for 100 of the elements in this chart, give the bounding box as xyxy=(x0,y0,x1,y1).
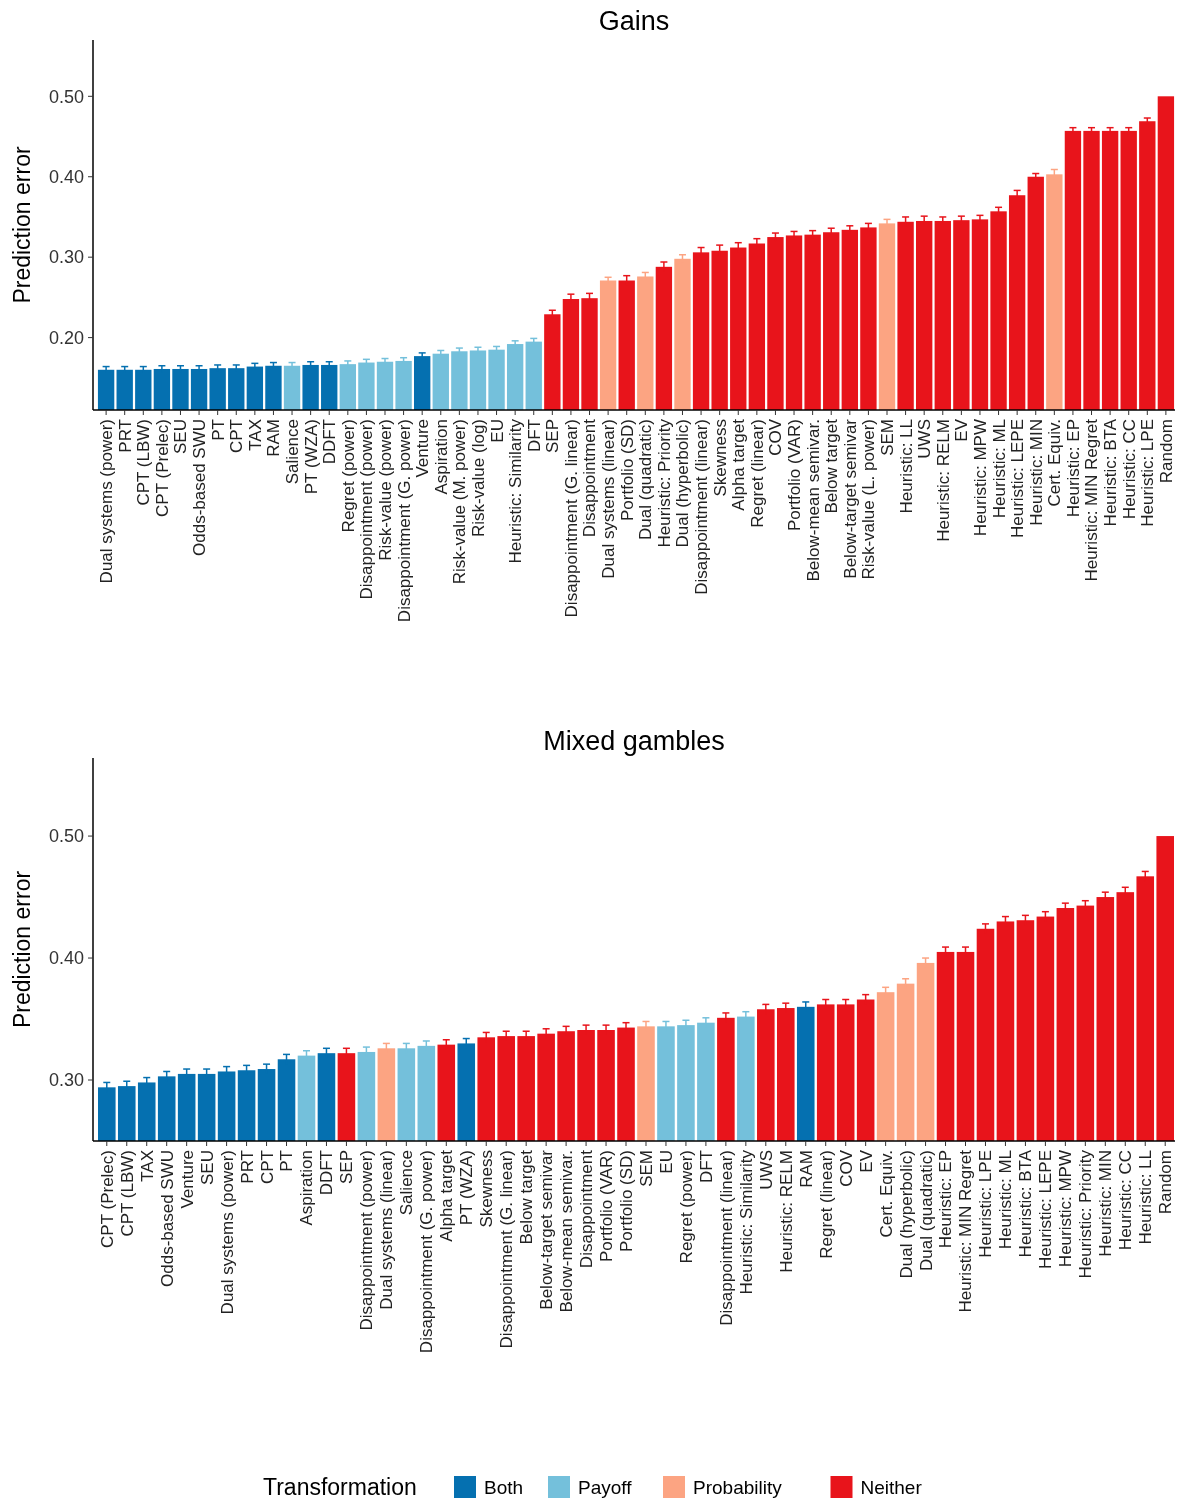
x-tick-label: PT xyxy=(277,1150,297,1172)
x-tick-label: DDFT xyxy=(320,419,340,465)
x-tick-label: Heuristic: MIN xyxy=(1026,419,1046,526)
x-tick-label: SEP xyxy=(543,419,563,454)
x-tick-label: CPT xyxy=(227,419,247,453)
y-tick-label: 0.40 xyxy=(48,948,84,969)
x-tick-label: PRT xyxy=(115,419,135,453)
x-tick-label: Heuristic: MIN xyxy=(1096,1150,1116,1257)
x-tick-label: Disappointment (linear) xyxy=(692,419,712,595)
x-tick-label: Disappointment (power) xyxy=(357,419,377,600)
x-tick-label: Heuristic: RELM xyxy=(776,1150,796,1273)
x-tick-label: Dual (hyperbolic) xyxy=(896,1150,916,1279)
x-tick-label: CPT (LBW) xyxy=(134,419,154,506)
y-axis-title: Prediction error xyxy=(9,870,35,1029)
x-tick-label: Heuristic: LPE xyxy=(1138,419,1158,527)
x-tick-label: Disappointment xyxy=(577,1149,597,1269)
chart-title: Gains xyxy=(598,6,670,36)
x-tick-label: Heuristic: ML xyxy=(996,1150,1016,1250)
x-tick-label: Dual systems (linear) xyxy=(599,419,619,579)
legend-title: Transformation xyxy=(263,1474,417,1499)
x-tick-label: Alpha target xyxy=(729,418,749,511)
x-tick-label: UWS xyxy=(756,1150,776,1190)
x-tick-label: Disappointment (G. linear) xyxy=(497,1150,517,1349)
x-tick-label: Below-mean semivar. xyxy=(557,1150,577,1313)
x-tick-label: Venture xyxy=(177,1150,197,1209)
x-tick-label: CPT xyxy=(257,1150,277,1184)
x-tick-label: SEP xyxy=(337,1150,357,1185)
x-tick-label: Regret (linear) xyxy=(816,1150,836,1259)
x-tick-label: Heuristic: MIN Regret xyxy=(1082,418,1102,582)
x-tick-label: Heuristic: LL xyxy=(1136,1150,1156,1245)
x-tick-label: Below-mean semivar. xyxy=(803,419,823,582)
y-tick-label: 0.50 xyxy=(48,86,84,107)
x-tick-label: Heuristic: MPW xyxy=(1056,1150,1076,1268)
x-tick-label: Heuristic: LEPE xyxy=(1036,1150,1056,1270)
x-tick-label: Odds-based SWU xyxy=(157,1150,177,1287)
y-axis-title: Prediction error xyxy=(9,146,35,304)
x-tick-label: Skewness xyxy=(710,419,730,497)
legend-label: Payoff xyxy=(578,1476,633,1498)
x-tick-label: Heuristic: BTA xyxy=(1101,418,1121,527)
x-tick-label: Portfolio (SD) xyxy=(617,419,637,522)
x-tick-label: EU xyxy=(656,1150,676,1174)
x-tick-label: Dual systems (linear) xyxy=(377,1150,397,1310)
x-tick-label: EU xyxy=(487,419,507,443)
x-tick-label: Dual (quadratic) xyxy=(916,1150,936,1271)
x-tick-label: CPT (LBW) xyxy=(117,1150,137,1237)
legend-label: Both xyxy=(484,1476,524,1498)
x-tick-label: Below-target semivar xyxy=(840,418,860,579)
x-tick-label: Odds-based SWU xyxy=(190,419,210,556)
x-tick-label: Disappointment (G. linear) xyxy=(561,419,581,618)
x-tick-label: Risk-value (L. power) xyxy=(859,419,879,580)
x-tick-label: Risk-value (M. power) xyxy=(450,419,470,585)
x-tick-label: Heuristic: EP xyxy=(936,1150,956,1249)
x-tick-label: Heuristic: BTA xyxy=(1016,1149,1036,1258)
x-tick-label: CPT (Prelec) xyxy=(152,419,172,517)
x-tick-label: SEM xyxy=(636,1150,656,1187)
x-tick-label: SEM xyxy=(877,419,897,456)
x-tick-label: Disappointment xyxy=(580,418,600,538)
x-tick-label: Heuristic: LEPE xyxy=(1008,419,1028,539)
x-tick-label: EV xyxy=(952,418,972,442)
x-tick-label: Dual (hyperbolic) xyxy=(673,419,693,548)
x-tick-label: Dual (quadratic) xyxy=(636,419,656,540)
x-tick-label: Venture xyxy=(413,419,433,478)
x-tick-label: Heuristic: CC xyxy=(1116,1150,1136,1251)
y-tick-label: 0.20 xyxy=(48,327,84,348)
x-tick-label: Aspiration xyxy=(297,1150,317,1226)
x-tick-label: UWS xyxy=(915,419,935,459)
x-tick-label: Random xyxy=(1156,419,1176,484)
x-tick-label: Below target xyxy=(517,1149,537,1245)
x-tick-label: Heuristic: CC xyxy=(1119,419,1139,520)
x-tick-label: Heuristic: ML xyxy=(989,419,1009,519)
x-tick-label: Heuristic: Priority xyxy=(1076,1149,1096,1279)
y-tick-label: 0.40 xyxy=(48,167,84,188)
legend-label: Probability xyxy=(693,1476,783,1498)
y-tick-label: 0.30 xyxy=(48,247,84,268)
x-tick-label: SEU xyxy=(171,419,191,454)
x-tick-label: Random xyxy=(1156,1150,1176,1215)
x-tick-label: Heuristic: Similarity xyxy=(736,1149,756,1295)
x-tick-label: Heuristic: MIN Regret xyxy=(956,1149,976,1313)
x-tick-label: Below target xyxy=(822,418,842,514)
x-tick-label: Alpha target xyxy=(437,1149,457,1242)
x-tick-label: Dual systems (power) xyxy=(217,1150,237,1315)
x-tick-label: Dual systems (power) xyxy=(97,419,117,584)
x-tick-label: PT (WZA) xyxy=(457,1150,477,1226)
x-tick-label: EV xyxy=(856,1149,876,1173)
x-tick-label: Disappointment (G. power) xyxy=(394,419,414,623)
x-tick-label: Cert. Equiv. xyxy=(876,1150,896,1238)
x-tick-label: Disappointment (G. power) xyxy=(417,1150,437,1354)
x-tick-label: Salience xyxy=(282,419,302,485)
x-tick-label: Heuristic: Similarity xyxy=(506,418,526,564)
x-tick-label: Risk-value (log) xyxy=(468,419,488,538)
x-tick-label: RAM xyxy=(796,1150,816,1188)
x-tick-label: TAX xyxy=(245,419,265,451)
x-tick-label: Salience xyxy=(397,1150,417,1216)
x-tick-label: Regret (power) xyxy=(676,1150,696,1264)
x-tick-label: DDFT xyxy=(317,1150,337,1196)
x-tick-label: DFT xyxy=(696,1150,716,1184)
x-tick-label: DFT xyxy=(524,419,544,453)
x-tick-label: Portfolio (SD) xyxy=(616,1150,636,1253)
x-tick-label: Heuristic: MPW xyxy=(970,419,990,537)
x-tick-label: Portfolio (VAR) xyxy=(784,419,804,532)
